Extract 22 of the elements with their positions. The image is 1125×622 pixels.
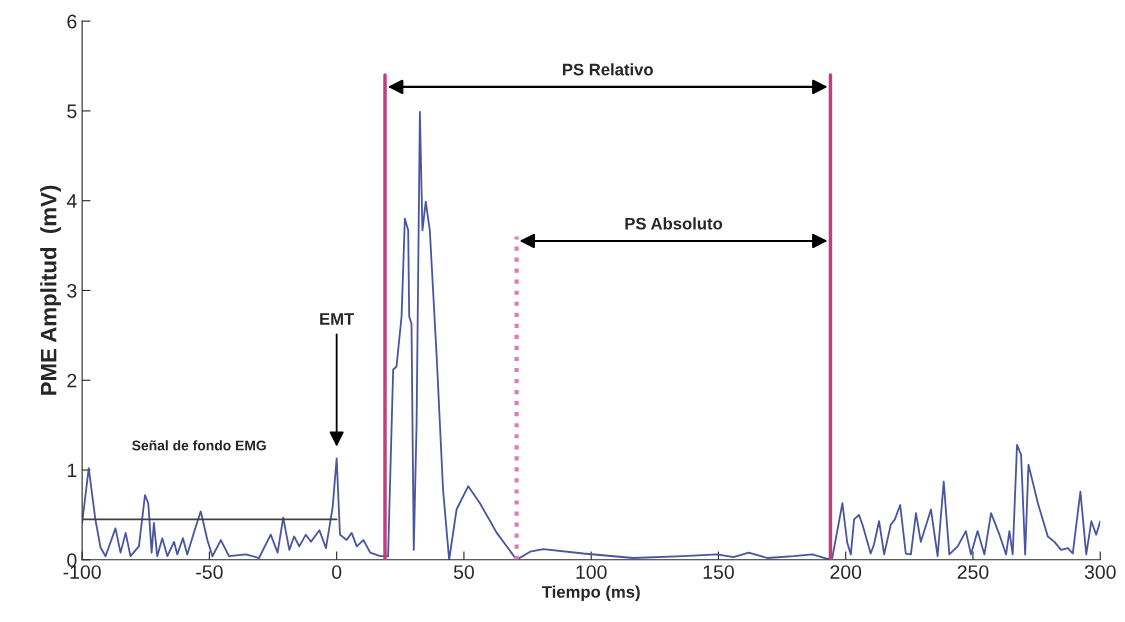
annotation: Señal de fondo EMG bbox=[132, 440, 266, 451]
y-tick-label: 4 bbox=[66, 194, 77, 208]
x-tick-label: 200 bbox=[830, 565, 862, 579]
y-axis-title: PME Amplitud (mV) bbox=[40, 185, 61, 395]
x-tick-label: 0 bbox=[332, 565, 342, 579]
x-tick-label: -50 bbox=[196, 565, 223, 579]
x-tick-label: 300 bbox=[1084, 565, 1116, 579]
annotation: EMT bbox=[320, 313, 355, 325]
annotation: PS Relativo bbox=[563, 63, 653, 76]
y-tick-label: 5 bbox=[67, 104, 77, 119]
x-tick-label: 250 bbox=[957, 565, 989, 579]
x-tick-label: 150 bbox=[703, 565, 734, 579]
annotation: PS Absoluto bbox=[625, 217, 723, 230]
y-tick-label: 6 bbox=[67, 14, 77, 29]
x-tick-label: 50 bbox=[453, 565, 474, 579]
y-tick-label: 3 bbox=[67, 283, 77, 298]
x-axis-title: Tiempo (ms) bbox=[541, 585, 640, 602]
x-tick-label: -100 bbox=[63, 565, 101, 579]
y-tick-label: 2 bbox=[67, 373, 77, 388]
x-tick-label: 100 bbox=[576, 565, 607, 579]
y-tick-label: 1 bbox=[67, 463, 77, 478]
y-tick-label: 0 bbox=[67, 553, 77, 568]
